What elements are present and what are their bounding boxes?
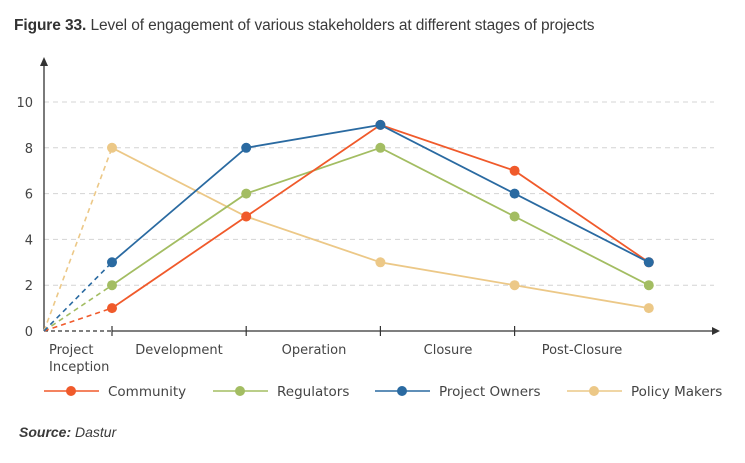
legend-marker: [235, 386, 245, 396]
data-point: [375, 257, 386, 268]
series-project-owners: [43, 119, 654, 332]
legend-label: Regulators: [277, 384, 349, 400]
x-category-label: Project Inception: [49, 343, 109, 375]
legend-marker: [66, 386, 76, 396]
series-origin-segment: [43, 284, 113, 332]
legend-item: Project Owners: [375, 384, 541, 400]
x-category-label: Closure: [424, 343, 473, 358]
y-tick-label: 6: [25, 188, 33, 203]
source-value: Dastur: [75, 424, 117, 440]
series-origin-segment: [43, 307, 113, 332]
data-point: [375, 119, 386, 130]
data-point: [107, 257, 117, 268]
data-point: [643, 280, 654, 291]
source-note: Source: Dastur: [19, 424, 116, 440]
series-group: [43, 119, 654, 332]
x-category-label: Operation: [282, 343, 347, 358]
x-axis-categories: Project Inception Development Operation Clos…: [49, 343, 622, 375]
data-point: [509, 211, 520, 222]
legend-marker: [589, 386, 599, 396]
legend-label: Policy Makers: [631, 384, 722, 400]
y-axis-ticks: 0 2 4 6 8 10: [16, 96, 33, 340]
data-point: [241, 142, 252, 153]
y-axis-arrow-icon: [40, 57, 48, 66]
data-point: [107, 280, 117, 291]
source-label: Source:: [19, 424, 72, 440]
x-category-label: Post-Closure: [542, 343, 623, 358]
series-community: [43, 119, 654, 332]
legend: Community Regulators Project Owners Policy …: [44, 384, 722, 400]
y-tick-label: 4: [25, 233, 33, 248]
series-origin-segment: [43, 261, 113, 332]
data-point: [509, 280, 520, 291]
legend-item: Regulators: [213, 384, 349, 400]
data-point: [107, 303, 117, 314]
series-regulators: [43, 142, 654, 332]
data-point: [509, 165, 520, 176]
y-tick-label: 10: [16, 96, 33, 111]
data-point: [643, 303, 654, 314]
data-point: [241, 211, 252, 222]
x-axis-arrow-icon: [712, 327, 720, 335]
figure-title: Figure 33. Level of engagement of variou…: [14, 17, 595, 35]
series-policy-makers: [43, 142, 654, 332]
legend-item: Policy Makers: [567, 384, 722, 400]
data-point: [643, 257, 654, 268]
legend-item: Community: [44, 384, 186, 400]
series-line: [111, 146, 649, 309]
x-category-label: Development: [135, 343, 223, 358]
figure-caption: Level of engagement of various stakehold…: [90, 17, 595, 34]
series-origin-segment: [43, 147, 113, 332]
legend-label: Project Owners: [439, 384, 541, 400]
data-point: [509, 188, 520, 199]
data-point: [241, 188, 252, 199]
legend-label: Community: [108, 384, 186, 400]
data-point: [107, 142, 117, 153]
data-point: [375, 142, 386, 153]
axes: [40, 57, 720, 336]
figure-label: Figure 33.: [14, 17, 87, 34]
y-tick-label: 2: [25, 279, 33, 294]
y-tick-label: 0: [25, 325, 33, 340]
legend-marker: [397, 386, 407, 396]
y-tick-label: 8: [25, 142, 33, 157]
